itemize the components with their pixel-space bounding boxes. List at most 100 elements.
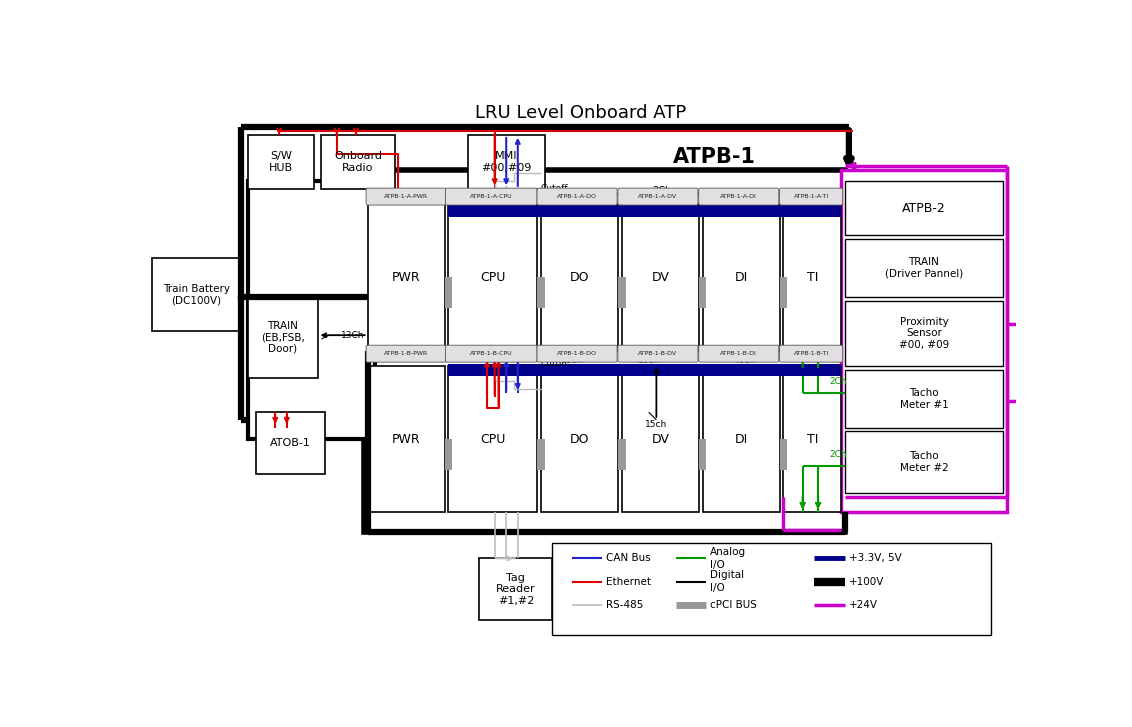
FancyBboxPatch shape: [445, 439, 453, 470]
FancyBboxPatch shape: [445, 345, 537, 362]
Text: ATPB-1-B-CPU: ATPB-1-B-CPU: [470, 351, 513, 356]
Text: ATPB-1-A-DV: ATPB-1-A-DV: [638, 194, 677, 199]
Text: 2Ch: 2Ch: [652, 186, 671, 196]
Text: I/O: I/O: [710, 560, 724, 570]
FancyBboxPatch shape: [445, 188, 537, 205]
FancyBboxPatch shape: [445, 278, 453, 308]
Text: TI: TI: [807, 433, 818, 446]
Text: Tag
Reader
#1,#2: Tag Reader #1,#2: [496, 573, 535, 606]
Text: DI: DI: [735, 433, 748, 446]
FancyBboxPatch shape: [537, 188, 617, 205]
Text: DO: DO: [569, 271, 589, 284]
Text: ATPB-1-A-DO: ATPB-1-A-DO: [557, 194, 597, 199]
FancyBboxPatch shape: [618, 439, 626, 470]
FancyBboxPatch shape: [541, 204, 618, 350]
Text: 2Ch: 2Ch: [830, 377, 847, 386]
Text: CPU: CPU: [480, 433, 506, 446]
Text: PWR: PWR: [392, 433, 420, 446]
FancyBboxPatch shape: [621, 204, 698, 350]
FancyBboxPatch shape: [448, 204, 537, 350]
FancyBboxPatch shape: [321, 135, 395, 189]
Text: I/O: I/O: [710, 583, 724, 593]
FancyBboxPatch shape: [366, 188, 446, 205]
FancyBboxPatch shape: [537, 439, 544, 470]
FancyBboxPatch shape: [448, 205, 841, 217]
FancyBboxPatch shape: [844, 181, 1003, 235]
FancyBboxPatch shape: [256, 412, 325, 474]
Text: ATOB-1: ATOB-1: [271, 438, 311, 448]
Text: Cutoff: Cutoff: [541, 359, 568, 368]
Text: DO: DO: [569, 433, 589, 446]
FancyBboxPatch shape: [552, 543, 992, 635]
FancyBboxPatch shape: [621, 366, 698, 513]
FancyBboxPatch shape: [618, 345, 698, 362]
Text: TI: TI: [807, 271, 818, 284]
Text: ATPB-1-B-DV: ATPB-1-B-DV: [638, 351, 677, 356]
FancyBboxPatch shape: [844, 370, 1003, 427]
FancyBboxPatch shape: [368, 366, 445, 513]
Text: Analog: Analog: [710, 547, 746, 558]
Text: ATPB-1-A-TI: ATPB-1-A-TI: [794, 194, 829, 199]
FancyBboxPatch shape: [152, 258, 241, 332]
FancyBboxPatch shape: [780, 345, 842, 362]
Text: ATPB-1-B-PWR: ATPB-1-B-PWR: [384, 351, 428, 356]
Text: 2Ch: 2Ch: [830, 450, 847, 459]
Text: MMI
#00,#09: MMI #00,#09: [481, 151, 531, 173]
Text: Tacho
Meter #1: Tacho Meter #1: [900, 388, 949, 409]
FancyBboxPatch shape: [844, 300, 1003, 366]
FancyBboxPatch shape: [783, 204, 841, 350]
FancyBboxPatch shape: [780, 188, 842, 205]
FancyBboxPatch shape: [368, 204, 445, 350]
FancyBboxPatch shape: [844, 431, 1003, 493]
FancyBboxPatch shape: [698, 188, 779, 205]
Text: 13Ch: 13Ch: [341, 331, 365, 340]
FancyBboxPatch shape: [844, 239, 1003, 297]
Text: CPU: CPU: [480, 271, 506, 284]
Text: CAN Bus: CAN Bus: [607, 553, 651, 563]
FancyBboxPatch shape: [479, 558, 552, 620]
Text: ATPB-2: ATPB-2: [902, 201, 946, 214]
Text: DV: DV: [651, 433, 669, 446]
Text: ATPB-1-A-PWR: ATPB-1-A-PWR: [384, 194, 428, 199]
FancyBboxPatch shape: [468, 135, 544, 189]
Text: Train Battery
(DC100V): Train Battery (DC100V): [163, 284, 230, 305]
FancyBboxPatch shape: [780, 278, 787, 308]
FancyBboxPatch shape: [841, 169, 1006, 513]
Text: DI: DI: [735, 271, 748, 284]
Text: Digital: Digital: [710, 571, 745, 580]
Text: DV: DV: [651, 271, 669, 284]
Text: ATPB-1-B-DI: ATPB-1-B-DI: [720, 351, 757, 356]
Text: Proximity
Sensor
#00, #09: Proximity Sensor #00, #09: [899, 317, 949, 350]
FancyBboxPatch shape: [780, 439, 787, 470]
Text: ATPB-1-B-DO: ATPB-1-B-DO: [557, 351, 597, 356]
Text: ATPB-1-A-DI: ATPB-1-A-DI: [720, 194, 757, 199]
FancyBboxPatch shape: [537, 345, 617, 362]
Text: Tacho
Meter #2: Tacho Meter #2: [900, 451, 949, 473]
FancyBboxPatch shape: [248, 135, 314, 189]
Text: TRAIN
(EB,FSB,
Door): TRAIN (EB,FSB, Door): [261, 321, 305, 354]
FancyBboxPatch shape: [783, 366, 841, 513]
Text: +3.3V, 5V: +3.3V, 5V: [849, 553, 901, 563]
FancyBboxPatch shape: [448, 366, 537, 513]
Text: 10ch: 10ch: [560, 356, 583, 365]
Text: Ethernet: Ethernet: [607, 577, 651, 587]
Text: Cutoff: Cutoff: [541, 185, 568, 193]
FancyBboxPatch shape: [703, 204, 780, 350]
Text: RS-485: RS-485: [607, 600, 644, 610]
Text: ATPB-1: ATPB-1: [672, 148, 756, 167]
FancyBboxPatch shape: [698, 278, 706, 308]
FancyBboxPatch shape: [541, 366, 618, 513]
FancyBboxPatch shape: [366, 345, 446, 362]
Text: +24V: +24V: [849, 600, 878, 610]
Text: TRAIN
(Driver Pannel): TRAIN (Driver Pannel): [885, 257, 963, 278]
Text: LRU Level Onboard ATP: LRU Level Onboard ATP: [474, 104, 686, 122]
Text: Onboard
Radio: Onboard Radio: [334, 151, 381, 173]
Text: S/W
HUB: S/W HUB: [269, 151, 293, 173]
Text: 15ch: 15ch: [645, 420, 668, 429]
FancyBboxPatch shape: [618, 278, 626, 308]
Text: 10ch: 10ch: [637, 356, 660, 365]
FancyBboxPatch shape: [448, 364, 841, 376]
Text: ATPB-1-B-TI: ATPB-1-B-TI: [794, 351, 829, 356]
FancyBboxPatch shape: [698, 439, 706, 470]
Text: ATPB-1-A-CPU: ATPB-1-A-CPU: [470, 194, 513, 199]
